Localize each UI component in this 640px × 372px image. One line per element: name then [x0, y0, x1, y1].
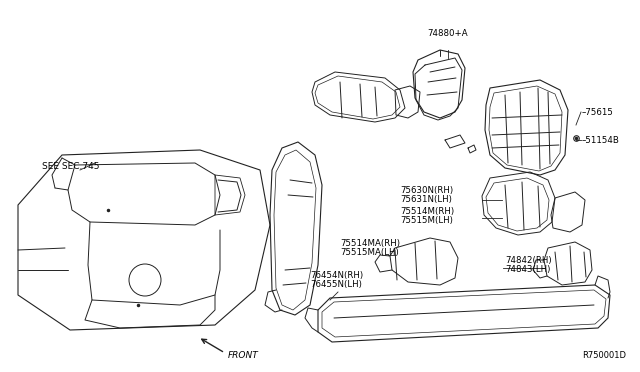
Text: 74880+A: 74880+A — [428, 29, 468, 38]
Text: R750001D: R750001D — [582, 351, 626, 360]
Text: 75514MA(RH): 75514MA(RH) — [340, 239, 400, 248]
Text: 76454N(RH): 76454N(RH) — [310, 271, 363, 280]
Text: 75631N(LH): 75631N(LH) — [400, 195, 452, 204]
Text: 75630N(RH): 75630N(RH) — [400, 186, 453, 195]
Text: 74842(RH): 74842(RH) — [505, 256, 552, 265]
Text: 76455N(LH): 76455N(LH) — [310, 280, 362, 289]
Text: FRONT: FRONT — [228, 352, 259, 360]
Text: –75615: –75615 — [582, 108, 614, 116]
Text: SEE SEC.745: SEE SEC.745 — [42, 162, 99, 171]
Text: –51154B: –51154B — [582, 135, 620, 144]
Text: 74843(LH): 74843(LH) — [505, 265, 550, 274]
Text: 75515M(LH): 75515M(LH) — [400, 216, 453, 225]
Text: 75514M(RH): 75514M(RH) — [400, 207, 454, 216]
Text: 75515MA(LH): 75515MA(LH) — [340, 248, 399, 257]
